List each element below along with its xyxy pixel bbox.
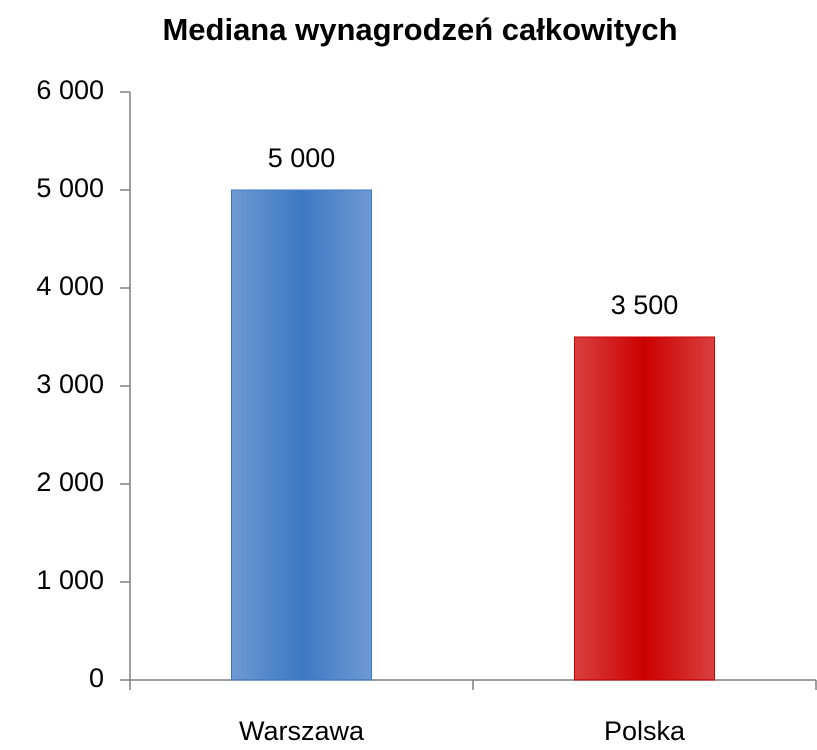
value-label: 3 500 — [611, 290, 679, 320]
y-tick-label: 3 000 — [36, 369, 104, 399]
y-tick-label: 1 000 — [36, 565, 104, 595]
y-tick-label: 6 000 — [36, 75, 104, 105]
bar — [231, 189, 372, 681]
bar — [574, 336, 715, 681]
y-tick-label: 4 000 — [36, 271, 104, 301]
x-tick-label: Polska — [604, 716, 686, 746]
x-tick-label: Warszawa — [239, 716, 365, 746]
y-tick-label: 2 000 — [36, 467, 104, 497]
value-label: 5 000 — [268, 143, 336, 173]
y-tick-label: 0 — [89, 663, 104, 693]
chart-title: Mediana wynagrodzeń całkowitych — [162, 12, 677, 47]
y-tick-label: 5 000 — [36, 173, 104, 203]
